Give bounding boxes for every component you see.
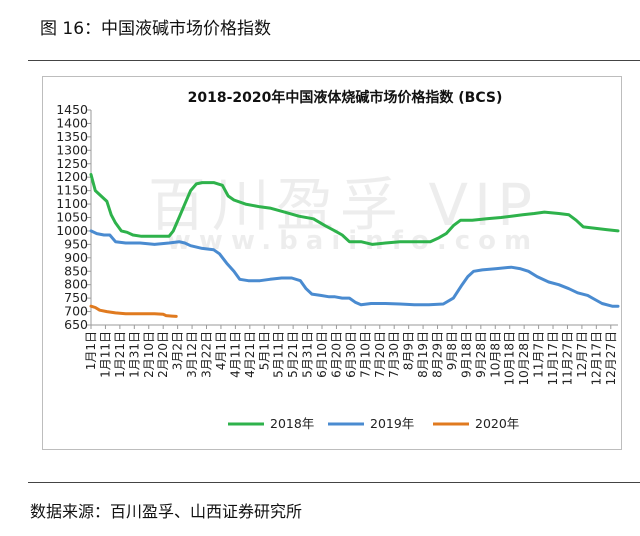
x-tick-label: 8月19日 [416,331,430,378]
y-tick-label: 1250 [56,156,88,171]
y-tick-label: 1150 [56,183,88,198]
line-chart: 百川盈孚 VIP www.baiinfo.com 2018-2020年中国液体烧… [56,89,620,431]
x-tick-label: 3月12日 [185,331,199,378]
y-tick-label: 950 [64,236,88,251]
y-tick-label: 700 [64,304,88,319]
top-rule [28,60,640,61]
y-tick-label: 1450 [56,102,88,117]
x-tick-label: 5月1日 [257,331,271,370]
x-tick-label: 9月8日 [445,331,459,370]
bottom-rule [28,482,640,483]
legend-label-y2020: 2020年 [475,416,519,431]
legend-label-y2018: 2018年 [270,416,314,431]
figure-title: 图 16：中国液碱市场价格指数 [40,19,272,39]
y-tick-label: 1100 [56,196,88,211]
x-tick-label: 1月21日 [113,331,127,378]
x-tick-label: 1月31日 [127,331,141,378]
y-tick-label: 850 [64,263,88,278]
y-tick-label: 750 [64,290,88,305]
x-tick-label: 10月28日 [517,331,531,386]
y-tick-label: 1300 [56,142,88,157]
x-tick-label: 11月7日 [532,331,546,378]
series-line-y2019 [89,229,620,308]
x-tick-label: 6月10日 [315,331,329,378]
x-tick-label: 1月11日 [98,331,112,378]
chart-title: 2018-2020年中国液体烧碱市场价格指数 (BCS) [188,89,503,106]
x-tick-label: 4月11日 [228,331,242,378]
x-tick-label: 12月7日 [575,331,589,378]
y-tick-label: 1000 [56,223,88,238]
x-axis: 1月1日 1月11日 1月21日 1月31日 2月10日 2月20日 3月2日 3月12日 3月… [84,324,618,386]
y-tick-label: 650 [64,317,88,332]
x-tick-label: 7月20日 [373,331,387,378]
x-tick-label: 6月30日 [344,331,358,378]
x-tick-label: 4月21日 [243,331,257,378]
y-tick-label: 1050 [56,210,88,225]
y-tick-label: 800 [64,277,88,292]
x-tick-label: 11月17日 [546,331,560,386]
legend-label-y2019: 2019年 [370,416,414,431]
x-tick-label: 6月20日 [329,331,343,378]
x-tick-label: 12月17日 [589,331,603,386]
x-tick-label: 9月28日 [474,331,488,378]
x-tick-label: 3月2日 [171,331,185,370]
series-lines [89,173,620,318]
x-tick-label: 8月29日 [431,331,445,378]
chart-frame: 百川盈孚 VIP www.baiinfo.com 2018-2020年中国液体烧… [42,76,622,450]
y-tick-label: 900 [64,250,88,265]
x-tick-label: 11月27日 [560,331,574,386]
y-axis: 6507007508008509009501000105011001150120… [56,102,92,332]
legend: 2018年 2019年 2020年 [228,416,519,431]
x-tick-label: 3月22日 [200,331,214,378]
x-tick-label: 5月31日 [301,331,315,378]
x-tick-label: 7月10日 [358,331,372,378]
x-tick-label: 8月9日 [402,331,416,370]
x-tick-label: 2月20日 [156,331,170,378]
source-note: 数据来源：百川盈孚、山西证券研究所 [30,502,303,521]
x-tick-label: 10月8日 [488,331,502,378]
x-tick-label: 4月1日 [214,331,228,370]
x-tick-label: 5月11日 [272,331,286,378]
y-tick-label: 1200 [56,169,88,184]
x-tick-label: 9月18日 [459,331,473,378]
x-tick-label: 2月10日 [142,331,156,378]
y-tick-label: 1350 [56,129,88,144]
x-tick-label: 10月18日 [503,331,517,386]
y-tick-label: 1400 [56,115,88,130]
x-tick-label: 12月27日 [604,331,618,386]
x-tick-label: 7月30日 [387,331,401,378]
x-tick-label: 5月21日 [286,331,300,378]
series-line-y2020 [89,304,178,318]
x-tick-label: 1月1日 [84,331,98,370]
series-line-y2018 [89,173,620,246]
